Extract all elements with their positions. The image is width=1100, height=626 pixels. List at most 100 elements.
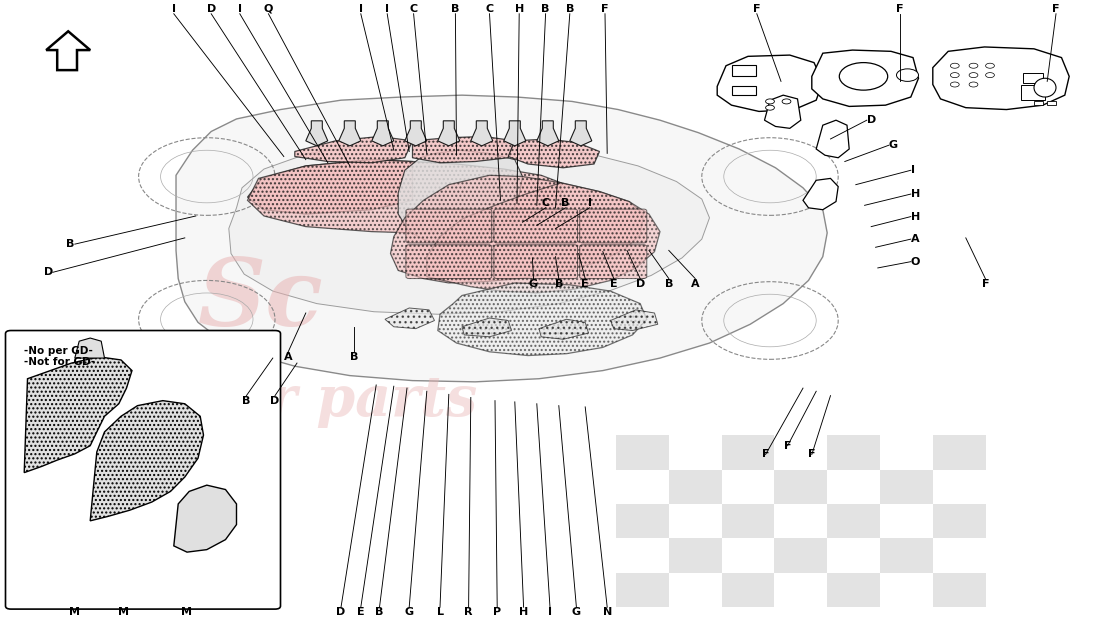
Polygon shape (385, 308, 435, 329)
Polygon shape (248, 160, 412, 214)
Text: F: F (982, 279, 989, 289)
FancyBboxPatch shape (494, 209, 578, 243)
Circle shape (950, 73, 959, 78)
Bar (774, 573, 827, 607)
FancyBboxPatch shape (580, 245, 647, 279)
FancyBboxPatch shape (494, 245, 578, 279)
Text: B: B (66, 239, 75, 249)
FancyBboxPatch shape (6, 331, 280, 609)
Text: B: B (451, 4, 460, 14)
Text: E: E (610, 279, 617, 289)
Bar (1047, 101, 1056, 105)
Text: I: I (385, 4, 389, 14)
Bar (732, 65, 756, 76)
Circle shape (969, 82, 978, 87)
Bar (722, 435, 774, 470)
Bar (880, 573, 933, 607)
Bar (933, 573, 986, 607)
FancyBboxPatch shape (406, 245, 492, 279)
Text: A: A (284, 352, 293, 362)
Bar (1034, 101, 1043, 105)
Ellipse shape (1034, 78, 1056, 97)
Text: B: B (554, 279, 563, 289)
Polygon shape (306, 121, 328, 146)
Polygon shape (508, 139, 600, 168)
Bar (774, 538, 827, 573)
Circle shape (782, 99, 791, 104)
Polygon shape (570, 121, 592, 146)
FancyBboxPatch shape (406, 209, 492, 243)
Text: Q: Q (264, 4, 273, 14)
Polygon shape (295, 136, 412, 163)
Text: D: D (867, 115, 876, 125)
Polygon shape (812, 50, 918, 106)
Polygon shape (174, 485, 236, 552)
Polygon shape (46, 31, 90, 70)
Polygon shape (803, 178, 838, 210)
Text: G: G (572, 607, 581, 617)
Text: R: R (464, 607, 473, 617)
Text: G: G (889, 140, 898, 150)
Text: I: I (911, 165, 915, 175)
Bar (669, 470, 722, 504)
Bar (616, 435, 669, 470)
Bar (669, 573, 722, 607)
Polygon shape (176, 95, 827, 382)
Text: B: B (664, 279, 673, 289)
Bar (880, 538, 933, 573)
Polygon shape (471, 121, 493, 146)
Circle shape (896, 69, 918, 81)
Polygon shape (339, 121, 361, 146)
Circle shape (950, 63, 959, 68)
Text: B: B (565, 4, 574, 14)
Text: B: B (541, 4, 550, 14)
Bar (722, 470, 774, 504)
Text: H: H (911, 189, 920, 199)
Text: A: A (911, 234, 920, 244)
Polygon shape (816, 120, 849, 158)
Polygon shape (462, 318, 512, 337)
Bar (933, 435, 986, 470)
Text: I: I (359, 4, 363, 14)
Polygon shape (438, 121, 460, 146)
Text: B: B (561, 198, 570, 208)
Text: L: L (437, 607, 443, 617)
Text: D: D (44, 267, 53, 277)
Text: G: G (405, 607, 414, 617)
Text: I: I (587, 198, 592, 208)
Bar (669, 435, 722, 470)
Bar (880, 470, 933, 504)
Text: parts: parts (297, 373, 477, 428)
Text: F: F (808, 449, 815, 459)
Bar (774, 470, 827, 504)
Polygon shape (412, 136, 515, 163)
Circle shape (950, 82, 959, 87)
Circle shape (986, 73, 994, 78)
Text: -No per GD-
-Not for GD-: -No per GD- -Not for GD- (24, 346, 96, 367)
Bar (880, 504, 933, 538)
Polygon shape (764, 95, 801, 128)
Text: E: E (358, 607, 364, 617)
Text: H: H (515, 4, 524, 14)
Bar (1023, 73, 1043, 83)
Text: B: B (375, 607, 384, 617)
Polygon shape (537, 121, 559, 146)
Text: M: M (118, 607, 129, 617)
Bar (616, 538, 669, 573)
Polygon shape (504, 121, 526, 146)
Bar (774, 435, 827, 470)
Polygon shape (610, 310, 658, 331)
Text: O: O (911, 257, 921, 267)
Text: B: B (242, 396, 251, 406)
Circle shape (839, 63, 888, 90)
Polygon shape (390, 175, 644, 283)
Text: F: F (784, 441, 791, 451)
Bar (722, 538, 774, 573)
Bar (827, 435, 880, 470)
Bar (1021, 85, 1045, 100)
Polygon shape (229, 141, 710, 314)
Text: I: I (548, 607, 552, 617)
Polygon shape (24, 357, 132, 473)
Polygon shape (75, 338, 104, 358)
Bar (827, 573, 880, 607)
